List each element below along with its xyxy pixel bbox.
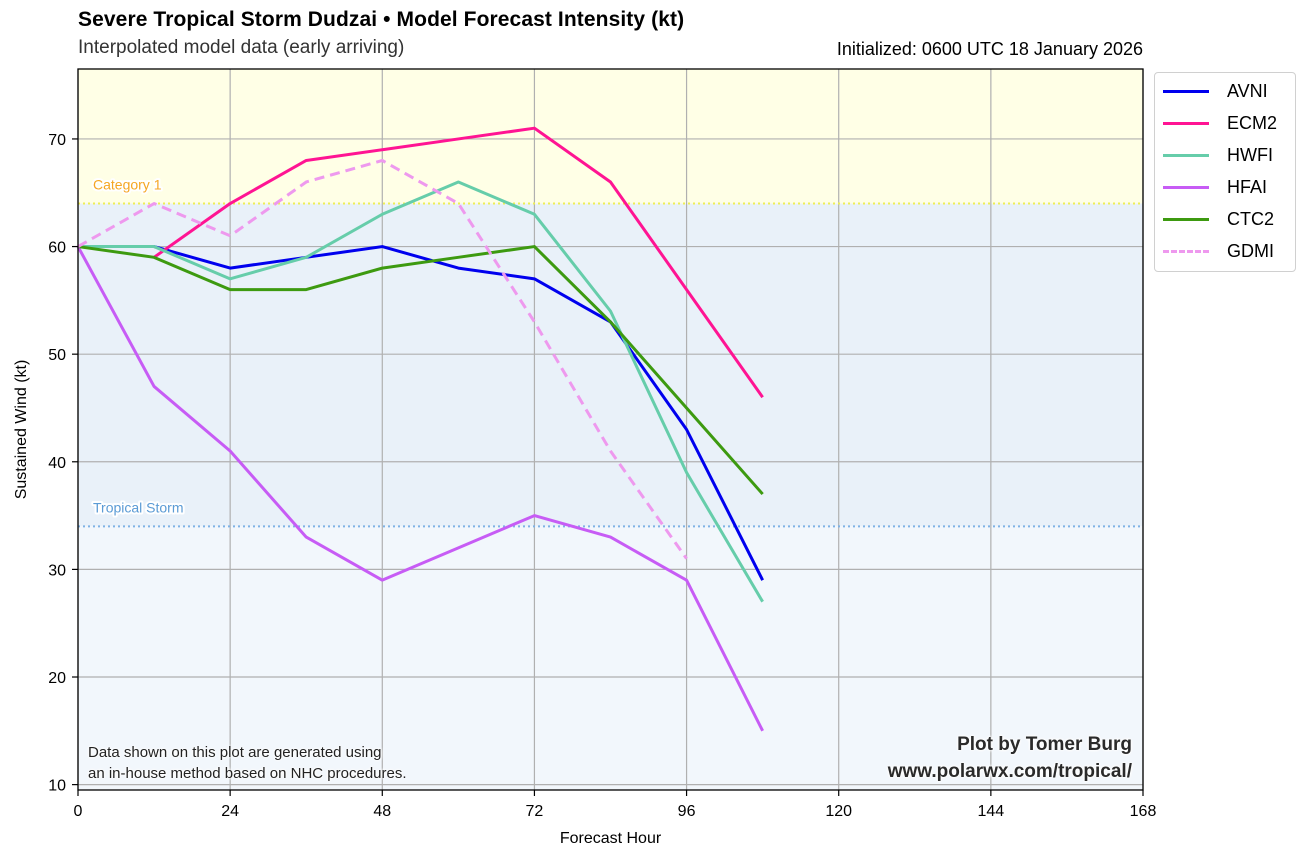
legend-swatch: [1163, 249, 1209, 253]
x-tick-label: 120: [825, 803, 852, 820]
series-line-hwfi: [78, 180, 764, 603]
chart-title: Severe Tropical Storm Dudzai • Model For…: [78, 8, 685, 31]
initialized-time: Initialized: 0600 UTC 18 January 2026: [836, 39, 1143, 59]
y-tick-label: 40: [48, 455, 66, 472]
credit-author: Plot by Tomer Burg: [957, 734, 1132, 755]
x-tick-label: 96: [678, 803, 696, 820]
legend-swatch: [1163, 89, 1209, 93]
series-line-ecm2: [153, 126, 764, 399]
legend-label: HWFI: [1227, 144, 1273, 165]
legend-label: HFAI: [1227, 176, 1268, 197]
legend-label: AVNI: [1227, 80, 1268, 101]
y-tick-label: 20: [48, 670, 66, 687]
y-axis-label: Sustained Wind (kt): [13, 360, 30, 500]
x-axis-label: Forecast Hour: [560, 830, 662, 847]
legend-label: CTC2: [1227, 208, 1275, 229]
x-tick-label: 168: [1130, 803, 1157, 820]
y-tick-label: 30: [48, 562, 66, 579]
x-tick-label: 0: [74, 803, 83, 820]
method-note-line1: Data shown on this plot are generated us…: [88, 744, 382, 761]
legend-item-avni: AVNI: [1163, 78, 1293, 104]
legend-label: ECM2: [1227, 112, 1278, 133]
legend-item-ecm2: ECM2: [1163, 110, 1293, 136]
threshold-label: Category 1: [93, 177, 162, 193]
legend-item-hwfi: HWFI: [1163, 142, 1293, 168]
method-note: Data shown on this plot are generated us…: [88, 742, 407, 784]
series-line-avni: [78, 245, 764, 581]
method-note-line2: an in-house method based on NHC procedur…: [88, 765, 407, 782]
y-tick-label: 70: [48, 132, 66, 149]
band-depression: [78, 526, 1143, 790]
band-tropical-storm: [78, 203, 1143, 527]
x-tick-label: 24: [221, 803, 239, 820]
legend-swatch: [1163, 121, 1209, 125]
x-tick-label: 144: [978, 803, 1005, 820]
plot-frame: [77, 68, 1144, 791]
legend-item-hfai: HFAI: [1163, 174, 1293, 200]
legend-swatch: [1163, 217, 1209, 221]
x-tick-label: 72: [526, 803, 544, 820]
threshold-label: Tropical Storm: [93, 499, 184, 515]
y-tick-label: 10: [48, 778, 66, 795]
legend-swatch: [1163, 185, 1209, 189]
credit-url: www.polarwx.com/tropical/: [887, 761, 1132, 782]
series-line-ctc2: [77, 245, 764, 496]
legend-item-gdmi: GDMI: [1163, 238, 1293, 264]
series-line-hfai: [76, 245, 764, 732]
plot-credit: Plot by Tomer Burg www.polarwx.com/tropi…: [888, 731, 1132, 785]
legend-item-ctc2: CTC2: [1163, 206, 1293, 232]
chart-subtitle: Interpolated model data (early arriving): [78, 37, 405, 58]
y-tick-label: 50: [48, 347, 66, 364]
x-tick-label: 48: [373, 803, 391, 820]
legend-label: GDMI: [1227, 240, 1274, 261]
y-tick-label: 60: [48, 240, 66, 257]
series-line-gdmi: [77, 158, 688, 560]
legend: AVNI ECM2 HWFI HFAI CTC2 GDMI: [1154, 72, 1296, 272]
legend-swatch: [1163, 153, 1209, 157]
